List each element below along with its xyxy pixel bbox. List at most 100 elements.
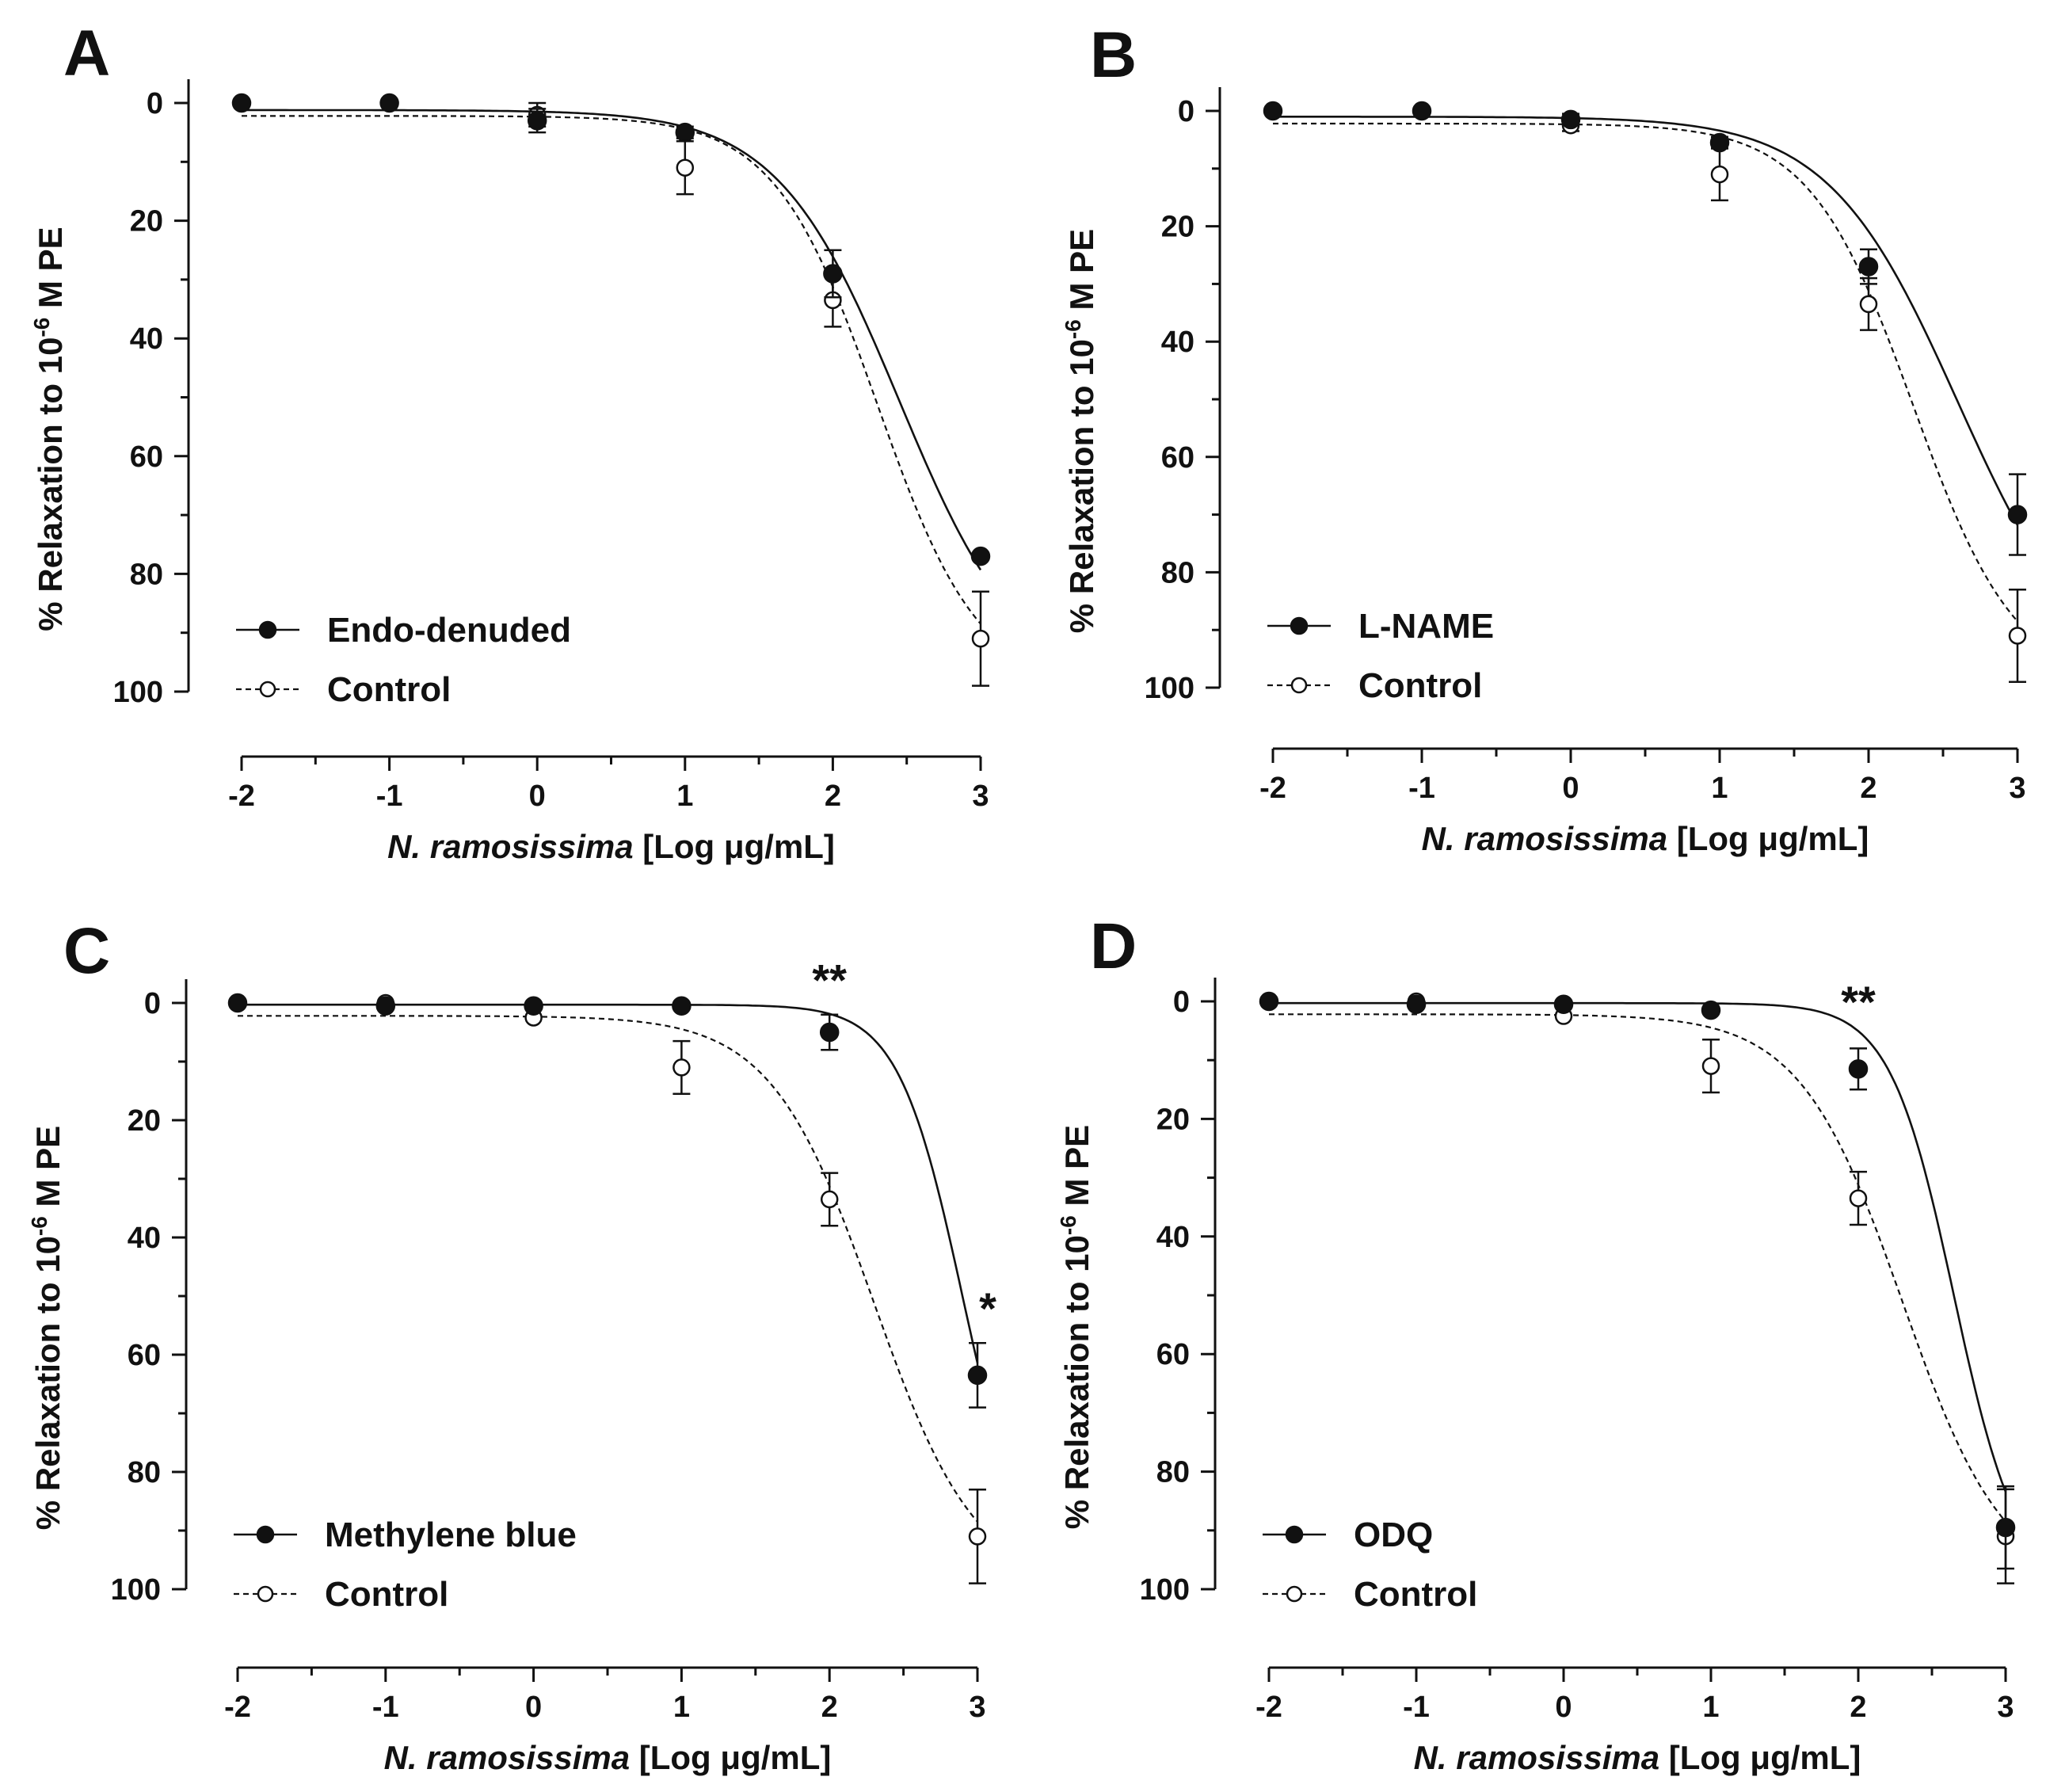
data-point (1709, 132, 1730, 153)
y-axis-label-unit: M PE (29, 1126, 67, 1216)
fit-curve (238, 1015, 978, 1523)
y-axis-label-exponent: -6 (1056, 1215, 1080, 1235)
fit-curve (242, 115, 981, 625)
legend-entry: Control (1267, 666, 1482, 705)
panel-C: C 0 20 40 60 80 100 -2 -1 0 1 2 3 % Relaxation to 10-… (27, 915, 996, 1776)
fit-curve (238, 1003, 979, 1363)
fit-curve (1273, 116, 2019, 526)
data-point (675, 122, 695, 143)
data-point (1259, 991, 1279, 1012)
y-tick-label: 60 (128, 1339, 161, 1372)
data-point (823, 264, 843, 284)
data-point (672, 996, 692, 1016)
x-tick-label: -1 (1408, 772, 1435, 805)
fit-curve (242, 109, 982, 571)
series-open (228, 993, 987, 1584)
x-tick-label: -2 (1259, 772, 1286, 805)
y-axis-label-main: % Relaxation to 10 (1063, 339, 1100, 633)
y-axis-label-exponent: -6 (27, 1216, 51, 1236)
legend-marker (256, 1525, 275, 1544)
y-axis-label-exponent: -6 (29, 318, 54, 337)
y-tick-label: 20 (128, 1104, 161, 1138)
legend-label: Control (1354, 1575, 1477, 1614)
x-tick-label: 2 (821, 1691, 838, 1724)
x-tick-label: 0 (1562, 772, 1579, 805)
data-point (1848, 1059, 1869, 1079)
x-axis-label-species: N. ramosissima (387, 828, 634, 865)
x-tick-label: 2 (1850, 1691, 1866, 1724)
x-tick-label: 2 (1860, 772, 1876, 805)
significance-marker: ** (812, 955, 847, 1005)
fit-curve (1273, 122, 2018, 622)
x-tick-label: 1 (676, 780, 693, 813)
y-tick-label: 40 (128, 1222, 161, 1255)
legend-marker (1285, 1525, 1304, 1544)
x-tick-label: -2 (224, 1691, 251, 1724)
legend-label: L-NAME (1358, 607, 1494, 646)
y-axis-label-main: % Relaxation to 10 (1058, 1235, 1095, 1529)
panel-letter: D (1090, 910, 1137, 982)
x-axis-label-unit: [Log μg/mL] (634, 828, 835, 865)
data-point (375, 996, 396, 1016)
x-axis-label-species: N. ramosissima (1414, 1739, 1660, 1776)
legend-marker (259, 681, 276, 698)
data-point (527, 111, 547, 131)
x-tick-label: -2 (228, 780, 255, 813)
x-axis-label-unit: [Log μg/mL] (630, 1739, 831, 1776)
x-tick-label: 1 (673, 1691, 690, 1724)
y-tick-label: 40 (1156, 1221, 1190, 1254)
legend-entry: L-NAME (1267, 607, 1494, 646)
y-axis-label-unit: M PE (32, 227, 69, 317)
legend-label: Control (1358, 666, 1482, 705)
data-point (227, 993, 248, 1013)
panel-letter: A (63, 17, 110, 90)
x-tick-label: -1 (376, 780, 403, 813)
y-tick-label: 20 (1161, 211, 1194, 244)
series-open (232, 93, 990, 687)
y-tick-label: 80 (1161, 556, 1194, 589)
y-axis-label: % Relaxation to 10-6 M PE (29, 227, 69, 631)
x-tick-label: 0 (529, 780, 546, 813)
y-tick-label: 100 (113, 676, 163, 709)
data-point (2007, 505, 2028, 524)
x-tick-label: 3 (972, 780, 989, 813)
fit-curve (1269, 1013, 2006, 1523)
data-point (1412, 101, 1432, 121)
x-axis-label: N. ramosissima [Log μg/mL] (1422, 820, 1869, 857)
series-filled (1263, 101, 2028, 556)
x-tick-label: 0 (525, 1691, 542, 1724)
panel-letter: B (1090, 19, 1137, 91)
data-point (1995, 1517, 2016, 1538)
x-tick-label: 0 (1555, 1691, 1572, 1724)
y-tick-label: 60 (130, 440, 163, 474)
y-tick-label: 60 (1161, 441, 1194, 475)
panel-A: A 0 20 40 60 80 100 -2 -1 0 1 2 3 % Relaxation to 10-… (29, 17, 991, 865)
y-axis-label-unit: M PE (1063, 229, 1100, 319)
data-point (1560, 109, 1581, 130)
data-point (676, 158, 695, 177)
data-point (1701, 1000, 1721, 1020)
data-point (820, 1190, 839, 1209)
legend-marker (1286, 1585, 1303, 1603)
legend-label: Methylene blue (325, 1516, 577, 1554)
y-tick-label: 80 (1156, 1456, 1190, 1489)
legend-entry: Control (234, 1575, 448, 1614)
data-point (672, 1058, 691, 1077)
x-tick-label: 1 (1702, 1691, 1719, 1724)
legend-marker (258, 620, 277, 639)
legend-label: Control (327, 670, 451, 709)
y-tick-label: 0 (144, 987, 161, 1020)
y-tick-label: 0 (1178, 95, 1194, 128)
x-axis-label: N. ramosissima [Log μg/mL] (384, 1739, 832, 1776)
y-axis-label: % Relaxation to 10-6 M PE (27, 1126, 67, 1530)
series-filled (227, 993, 988, 1409)
legend-entry: Endo-denuded (236, 611, 571, 650)
legend-marker (257, 1585, 274, 1603)
x-tick-label: -1 (1403, 1691, 1430, 1724)
data-point (968, 1527, 987, 1546)
y-tick-label: 40 (1161, 326, 1194, 359)
data-point (1263, 101, 1283, 121)
significance-marker: ** (1841, 977, 1876, 1027)
y-axis-label-main: % Relaxation to 10 (29, 1236, 67, 1530)
x-tick-label: -2 (1255, 1691, 1282, 1724)
